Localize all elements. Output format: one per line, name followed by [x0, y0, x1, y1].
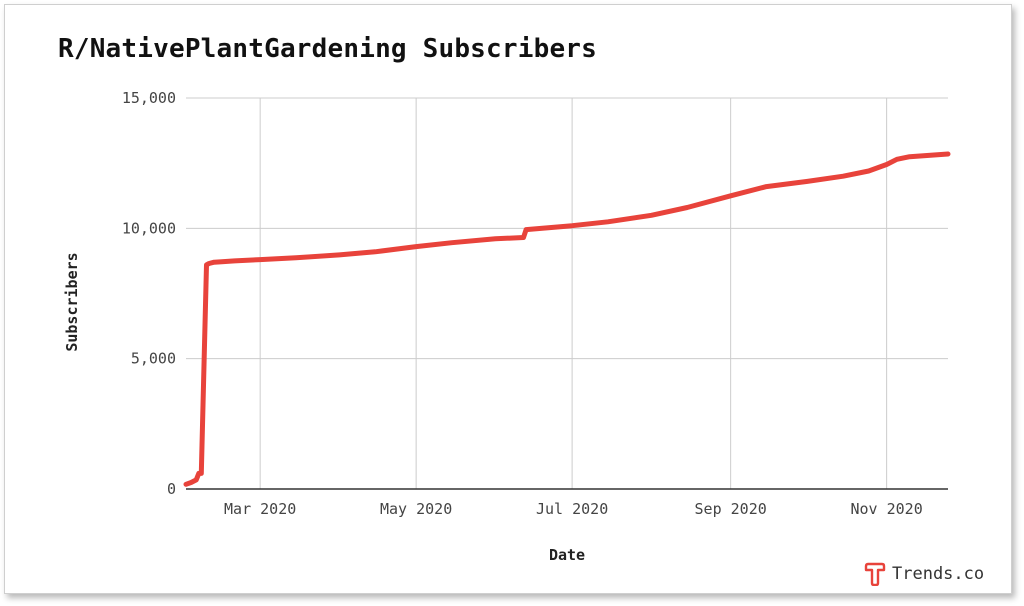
- x-tick-label: Nov 2020: [851, 500, 923, 518]
- y-axis-label: Subscribers: [63, 252, 81, 351]
- chart-title: R/NativePlantGardening Subscribers: [58, 34, 598, 64]
- y-tick-label: 10,000: [122, 219, 176, 237]
- series-line-subscribers: [183, 151, 951, 487]
- brand-logo: Trends.co: [864, 562, 984, 586]
- grid-lines: [186, 97, 948, 489]
- y-tick-label: 5,000: [131, 350, 176, 368]
- x-tick-label: Mar 2020: [224, 500, 296, 518]
- x-tick-label: Jul 2020: [536, 500, 608, 518]
- chart-frame: [4, 4, 1012, 594]
- x-tick-label: May 2020: [380, 500, 452, 518]
- trends-logo-icon: [864, 562, 886, 586]
- y-tick-label: 0: [167, 480, 176, 498]
- x-axis-ticks: Mar 2020 May 2020 Jul 2020 Sep 2020 Nov 2020: [224, 500, 923, 518]
- y-axis-ticks: 0 5,000 10,000 15,000: [122, 89, 176, 498]
- y-tick-label: 15,000: [122, 89, 176, 107]
- x-tick-label: Sep 2020: [695, 500, 767, 518]
- brand-name: Trends.co: [892, 564, 985, 584]
- x-axis-label: Date: [549, 546, 585, 564]
